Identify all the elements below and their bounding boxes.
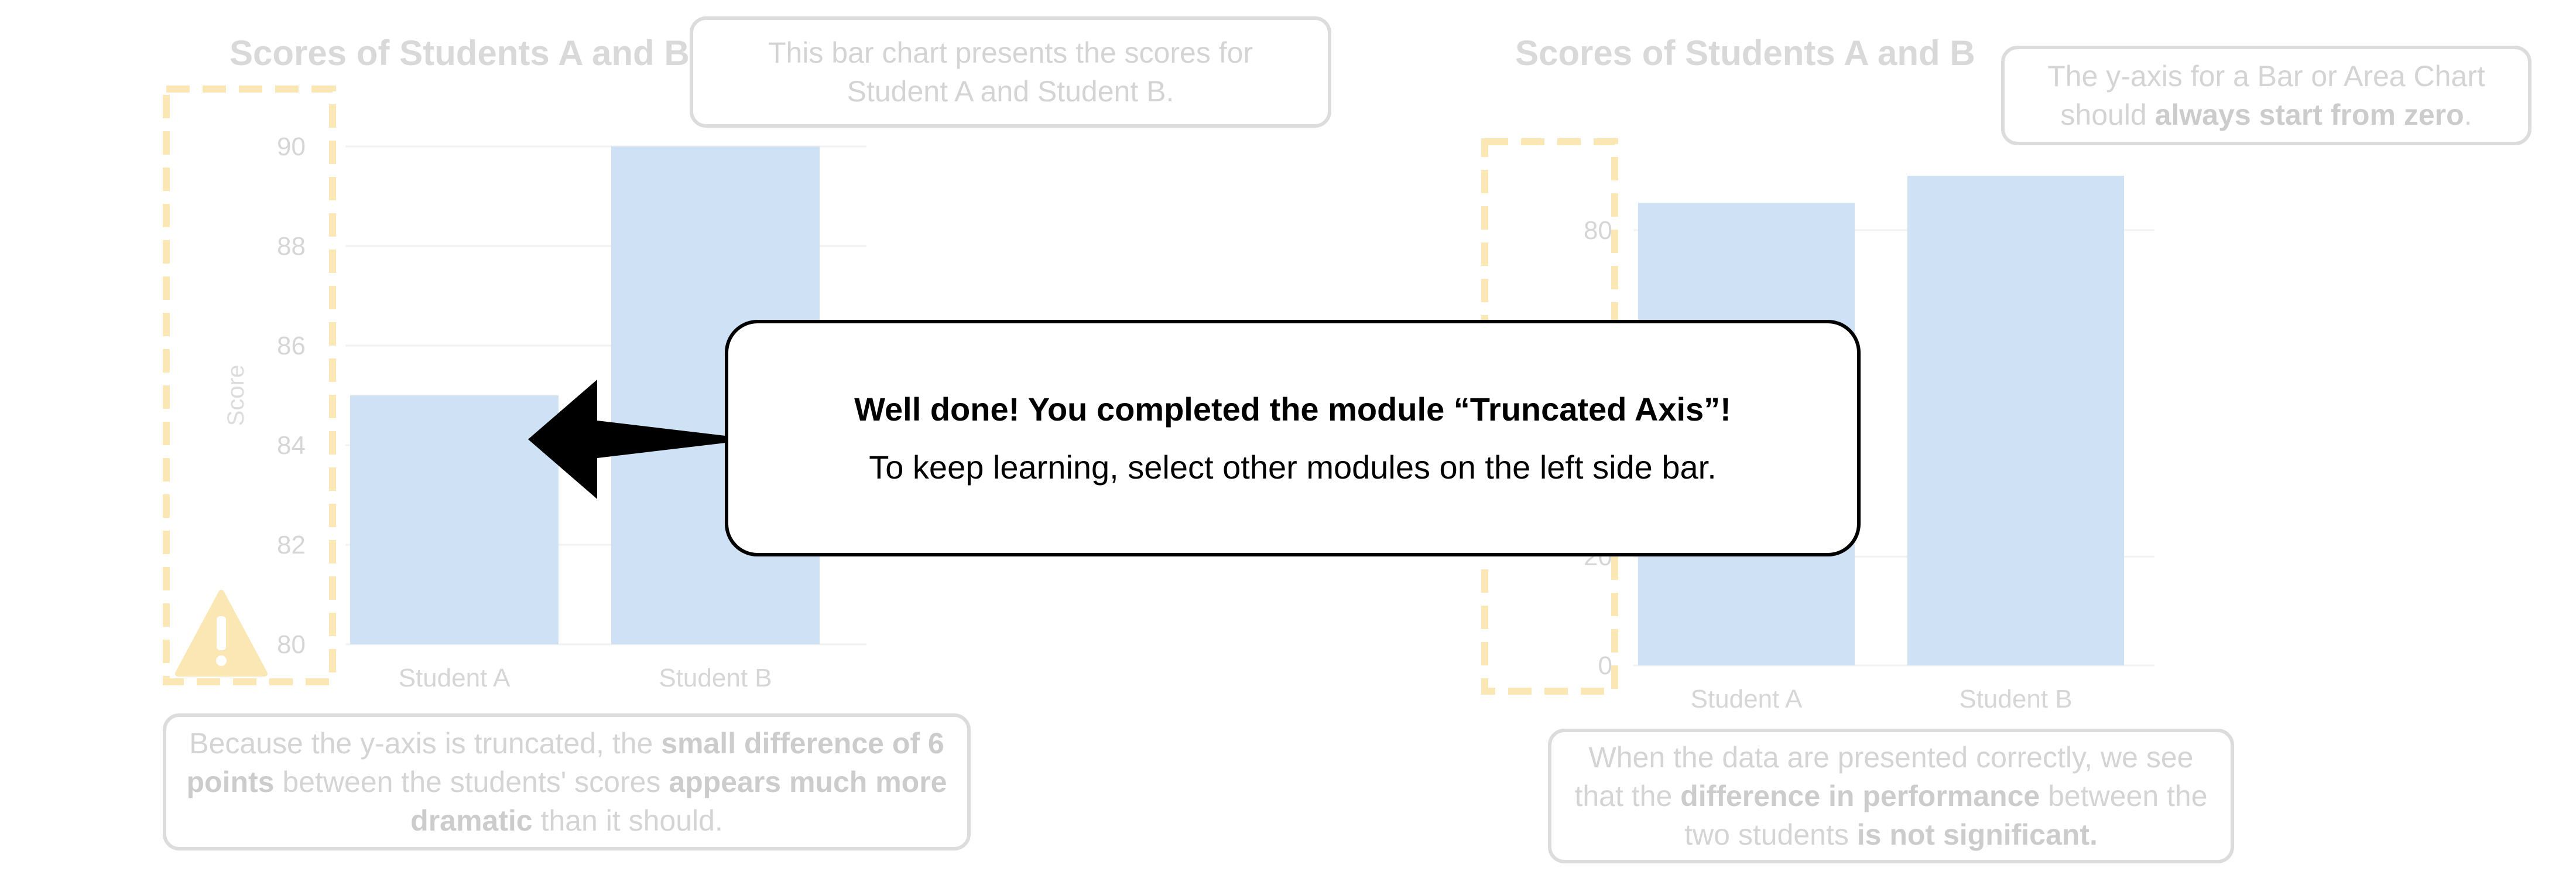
- note-text: between the students' scores: [274, 766, 669, 798]
- warning-dot: [216, 655, 227, 666]
- y-tick-label: 88: [277, 232, 306, 261]
- x-tick-label: Student B: [659, 664, 772, 692]
- note-line: The y-axis for a Bar or Area Chart: [2047, 60, 2485, 93]
- arrow-left-icon: [528, 380, 755, 499]
- y-tick-label: 90: [277, 132, 306, 161]
- note-text: should: [2060, 98, 2155, 131]
- note-emphasis: always start from zero: [2154, 98, 2464, 131]
- warning-triangle-icon: [175, 590, 268, 677]
- right-chart-title: Scores of Students A and B: [1515, 33, 1975, 73]
- y-axis-highlight: [163, 86, 336, 685]
- note-emphasis: appears much more dramatic: [410, 766, 947, 837]
- note-emphasis: difference in performance: [1680, 780, 2040, 812]
- note-text: .: [2464, 98, 2472, 131]
- y-tick-label: 84: [277, 431, 306, 460]
- dialog-title: Well done! You completed the module “Tru…: [854, 391, 1731, 428]
- note-line: This bar chart presents the scores for: [768, 36, 1253, 69]
- x-tick-label: Student A: [399, 664, 511, 692]
- bar-student-b: [1907, 176, 2124, 665]
- right-explanation-note: When the data are presented correctly, w…: [1548, 729, 2234, 863]
- y-axis-label: Score: [223, 365, 249, 426]
- y-tick-label: 0: [1598, 651, 1612, 680]
- completion-dialog: Well done! You completed the module “Tru…: [725, 320, 1861, 556]
- note-line: Student A and Student B.: [847, 75, 1174, 108]
- y-tick-label: 82: [277, 531, 306, 559]
- x-tick-label: Student A: [1691, 685, 1803, 713]
- note-emphasis: is not significant.: [1856, 818, 2098, 851]
- x-tick-label: Student B: [1959, 685, 2072, 713]
- bar-student-a: [350, 395, 559, 644]
- left-explanation-note: Because the y-axis is truncated, the sma…: [163, 713, 971, 850]
- note-text: Because the y-axis is truncated, the: [189, 727, 662, 760]
- y-tick-label: 80: [277, 630, 306, 659]
- note-text: than it should.: [532, 804, 723, 837]
- right-description-note: The y-axis for a Bar or Area Chart should…: [2001, 46, 2532, 145]
- warning-bar: [217, 616, 226, 650]
- left-chart-title: Scores of Students A and B: [229, 33, 690, 73]
- left-description-note: This bar chart presents the scores for St…: [690, 16, 1331, 128]
- note-emphasis: small difference of 6 points: [186, 727, 944, 798]
- note-text: between the two students: [1684, 780, 2208, 851]
- note-text: When the data are presented correctly, w…: [1574, 741, 2194, 812]
- dialog-message: To keep learning, select other modules o…: [869, 449, 1717, 486]
- y-tick-label: 80: [1584, 216, 1612, 245]
- y-tick-label: 86: [277, 332, 306, 360]
